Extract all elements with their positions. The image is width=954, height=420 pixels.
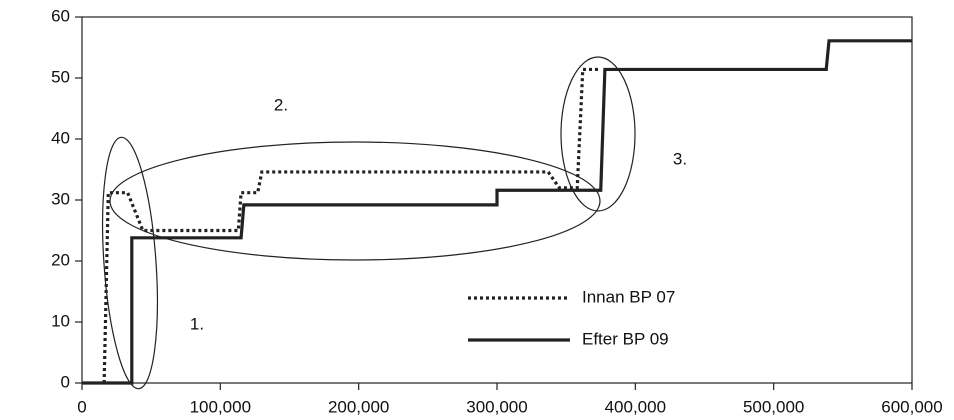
y-tick-label: 10 xyxy=(51,311,70,330)
annotation: 1. xyxy=(190,314,204,333)
y-tick-label: 40 xyxy=(51,128,70,147)
x-tick-label: 300,000 xyxy=(466,397,527,416)
y-tick-label: 0 xyxy=(61,372,70,391)
series-line xyxy=(82,39,912,385)
x-tick-label: 200,000 xyxy=(328,397,389,416)
annotation: 3. xyxy=(673,149,687,168)
y-tick-label: 60 xyxy=(51,6,70,25)
x-tick-label: 400,000 xyxy=(605,397,666,416)
legend-label: Efter BP 09 xyxy=(582,329,669,348)
x-tick-label: 0 xyxy=(77,397,86,416)
ellipse xyxy=(560,56,636,212)
y-tick-label: 50 xyxy=(51,67,70,86)
annotation: 2. xyxy=(274,95,288,114)
highlight-ellipses xyxy=(102,56,636,390)
legend-label: Innan BP 07 xyxy=(582,287,675,306)
y-tick-label: 20 xyxy=(51,250,70,269)
x-tick-label: 500,000 xyxy=(743,397,804,416)
series-line xyxy=(102,67,601,384)
x-tick-label: 600,000 xyxy=(881,397,942,416)
ellipse xyxy=(109,141,601,261)
y-tick-label: 30 xyxy=(51,189,70,208)
ellipse xyxy=(102,136,158,390)
x-tick-label: 100,000 xyxy=(190,397,251,416)
